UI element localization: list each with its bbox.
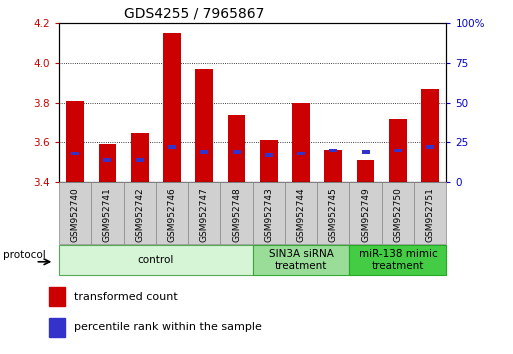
FancyBboxPatch shape [188,182,221,244]
Text: GSM952745: GSM952745 [329,187,338,242]
FancyBboxPatch shape [156,182,188,244]
Text: GSM952743: GSM952743 [264,187,273,242]
FancyBboxPatch shape [252,245,349,275]
Bar [104,158,111,162]
FancyBboxPatch shape [285,182,317,244]
Text: GSM952750: GSM952750 [393,187,402,242]
Text: GSM952742: GSM952742 [135,187,144,242]
Bar [49,318,65,337]
Bar [200,150,208,154]
Bar [163,33,181,182]
Text: GSM952746: GSM952746 [167,187,176,242]
Text: SIN3A siRNA
treatment: SIN3A siRNA treatment [269,249,333,271]
Bar [66,101,84,182]
Text: GSM952741: GSM952741 [103,187,112,242]
FancyBboxPatch shape [317,182,349,244]
Bar [195,69,213,182]
Text: GSM952744: GSM952744 [297,187,306,242]
FancyBboxPatch shape [91,182,124,244]
FancyBboxPatch shape [221,182,252,244]
Bar [357,160,374,182]
Text: protocol: protocol [3,250,46,261]
Bar [71,152,79,155]
FancyBboxPatch shape [414,182,446,244]
FancyBboxPatch shape [59,245,252,275]
Bar [297,152,305,155]
Bar [98,144,116,182]
Bar [292,103,310,182]
Text: GSM952748: GSM952748 [232,187,241,242]
Bar [421,89,439,182]
Text: GSM952740: GSM952740 [71,187,80,242]
FancyBboxPatch shape [349,245,446,275]
Bar [260,141,278,182]
Bar [362,150,369,154]
Title: GDS4255 / 7965867: GDS4255 / 7965867 [124,6,265,21]
Text: GSM952751: GSM952751 [426,187,435,242]
Bar [49,287,65,307]
FancyBboxPatch shape [124,182,156,244]
Text: percentile rank within the sample: percentile rank within the sample [74,322,262,332]
Bar [389,119,407,182]
Bar [131,132,149,182]
Text: control: control [137,255,174,265]
FancyBboxPatch shape [349,182,382,244]
Bar [228,115,245,182]
Text: transformed count: transformed count [74,292,178,302]
Bar [136,158,144,162]
FancyBboxPatch shape [59,182,91,244]
FancyBboxPatch shape [382,182,414,244]
Bar [394,149,402,152]
Bar [329,149,338,152]
FancyBboxPatch shape [252,182,285,244]
Bar [232,150,241,154]
Bar [324,150,342,182]
Bar [426,145,434,149]
Text: GSM952747: GSM952747 [200,187,209,242]
Bar [265,153,273,157]
Text: miR-138 mimic
treatment: miR-138 mimic treatment [359,249,437,271]
Text: GSM952749: GSM952749 [361,187,370,242]
Bar [168,145,176,149]
